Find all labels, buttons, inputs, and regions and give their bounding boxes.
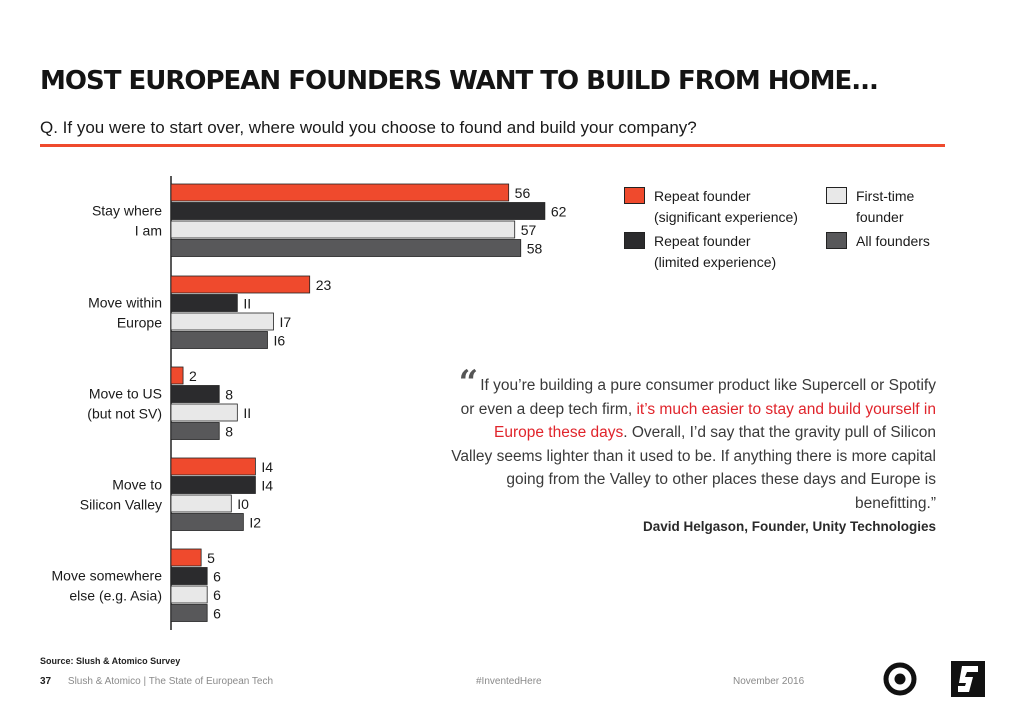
bar	[170, 403, 238, 422]
legend-label: First-time	[856, 188, 915, 204]
bar	[170, 548, 202, 567]
page-number: 37	[40, 676, 52, 687]
category-label: I am	[135, 222, 162, 238]
quote-tail: . Overall, I’d say that the gravity pull…	[451, 424, 936, 512]
bar	[170, 366, 184, 385]
legend-swatch-all	[826, 232, 847, 249]
quote-attribution: David Helgason, Founder, Unity Technolog…	[642, 519, 936, 534]
legend-label: All founders	[856, 233, 930, 249]
hashtag: #InventedHere	[476, 676, 542, 687]
page-title: MOST EUROPEAN FOUNDERS WANT TO BUILD FRO…	[40, 66, 879, 96]
footer-left: 37 Slush & Atomico | The State of Europe…	[40, 676, 273, 687]
bar-value-label: I6	[273, 333, 285, 349]
legend-item-repeat-significant: Repeat founder (significant experience)	[624, 186, 798, 228]
bar-value-label: 62	[551, 204, 567, 220]
legend-swatch-repeat-limited	[624, 232, 645, 249]
bar-value-label: II	[243, 405, 251, 421]
bar	[170, 385, 220, 403]
bar	[170, 422, 220, 440]
category-label: Stay where	[92, 202, 162, 218]
legend-label: founder	[856, 209, 904, 225]
bar-value-label: II	[243, 296, 251, 312]
quote-mark-icon: “	[458, 363, 479, 403]
bar	[170, 220, 516, 239]
bar	[170, 476, 256, 494]
bar-value-label: 56	[515, 185, 531, 201]
bar	[170, 183, 510, 202]
legend-item-all: All founders	[826, 231, 930, 252]
bar	[170, 331, 268, 349]
category-label: Move to	[112, 476, 162, 492]
bar-value-label: 58	[527, 241, 543, 257]
bar-value-label: I0	[237, 496, 249, 512]
bar-value-label: I4	[261, 459, 273, 475]
legend-item-first-time: First-time founder	[826, 186, 930, 228]
category-label: Move somewhere	[52, 567, 163, 583]
bar	[170, 275, 311, 294]
legend-col-2: First-time founder All founders	[826, 186, 930, 255]
founder-quote: “If you’re building a pure consumer prod…	[450, 366, 936, 515]
category-label: else (e.g. Asia)	[69, 587, 162, 603]
publication-name: Slush & Atomico | The State of European …	[67, 676, 274, 687]
bar-value-label: 57	[521, 222, 537, 238]
source-note: Source: Slush & Atomico Survey	[40, 656, 181, 666]
bar	[170, 239, 522, 257]
legend-label: (significant experience)	[654, 209, 798, 225]
bar-value-label: I4	[261, 478, 273, 494]
legend-label: Repeat founder	[654, 233, 751, 249]
title-divider	[40, 144, 945, 147]
bar	[170, 312, 274, 331]
bar-value-label: I2	[249, 515, 261, 531]
quote-highlight: it’s much easier to stay and build yours…	[494, 400, 936, 442]
legend-swatch-repeat-significant	[624, 187, 645, 204]
bar	[170, 604, 208, 622]
bar-value-label: I7	[280, 314, 292, 330]
category-label: Move within	[88, 294, 162, 310]
bar	[170, 457, 256, 476]
bar	[170, 585, 208, 604]
legend-label: Repeat founder	[654, 188, 751, 204]
bar	[170, 202, 546, 220]
bar-value-label: 2	[189, 368, 197, 384]
legend-swatch-first-time	[826, 187, 847, 204]
bar	[170, 567, 208, 585]
legend-label: (limited experience)	[654, 254, 777, 270]
quote-lead: If you’re building a pure consumer produ…	[460, 377, 936, 418]
bar-value-label: 5	[207, 550, 215, 566]
slush-logo-icon	[951, 661, 985, 697]
category-label: Move to US	[89, 385, 162, 401]
bar	[170, 294, 238, 312]
bar-value-label: 6	[213, 569, 221, 585]
bar	[170, 513, 244, 531]
bar	[170, 494, 232, 513]
bar-value-label: 23	[316, 277, 332, 293]
category-label: Europe	[117, 314, 162, 330]
survey-question: Q. If you were to start over, where woul…	[40, 118, 697, 137]
atomico-logo-icon	[883, 662, 917, 696]
bar-value-label: 6	[213, 587, 221, 603]
category-label: (but not SV)	[87, 405, 162, 421]
legend-col-1: Repeat founder (significant experience) …	[624, 186, 798, 276]
bar-value-label: 6	[213, 606, 221, 622]
legend-item-repeat-limited: Repeat founder (limited experience)	[624, 231, 798, 273]
footer-date: November 2016	[733, 676, 805, 687]
category-label: Silicon Valley	[80, 496, 162, 512]
bar-value-label: 8	[225, 424, 233, 440]
bar-value-label: 8	[225, 387, 233, 403]
